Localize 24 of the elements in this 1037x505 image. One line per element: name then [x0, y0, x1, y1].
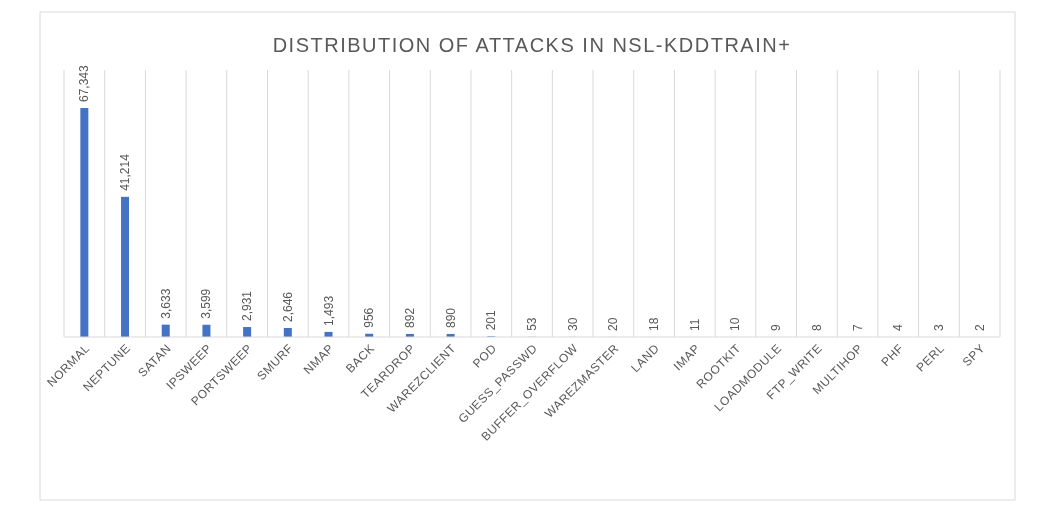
- data-label: 3,599: [199, 288, 214, 319]
- data-label: 53: [525, 317, 539, 331]
- data-label: 8: [809, 323, 824, 331]
- data-label: 890: [443, 307, 458, 328]
- data-label: 30: [565, 317, 580, 331]
- data-label: 41,214: [118, 153, 133, 191]
- data-label: 2,646: [280, 291, 295, 322]
- data-label: 20: [606, 317, 621, 331]
- data-label: 4: [891, 323, 906, 331]
- data-label: 201: [484, 309, 499, 331]
- data-label: 2: [972, 323, 987, 331]
- data-label: 3,633: [158, 288, 173, 319]
- data-label: 3: [931, 323, 946, 331]
- data-label: 2,931: [240, 290, 255, 322]
- data-label: 10: [728, 317, 743, 331]
- data-label: 956: [362, 307, 377, 328]
- data-label: 1,493: [321, 295, 336, 326]
- data-label: 18: [647, 317, 662, 331]
- data-label: 9: [769, 323, 784, 331]
- data-label: 67,343: [77, 64, 92, 102]
- data-label: 892: [402, 307, 417, 328]
- data-label: 11: [687, 318, 702, 331]
- data-label: 7: [850, 323, 865, 331]
- chart-title: DISTRIBUTION OF ATTACKS IN NSL-KDDTRAIN+: [272, 34, 792, 56]
